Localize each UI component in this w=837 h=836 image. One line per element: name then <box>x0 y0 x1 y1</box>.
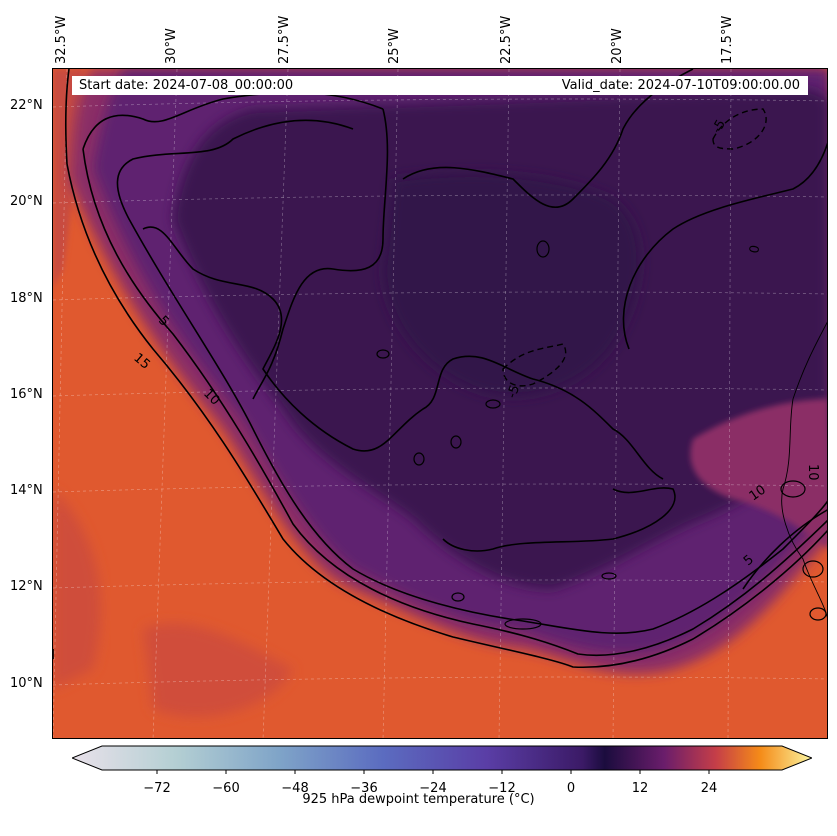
dewpoint-map: 15 10 5 0 -5 10 10 5 -5 <box>53 69 827 738</box>
contour-0-west <box>252 108 389 400</box>
colorbar-tick-label: 12 <box>631 781 649 796</box>
contour-0-north <box>402 69 694 209</box>
lon-label-25w: 25°W <box>387 28 402 64</box>
warm-patch <box>143 623 293 717</box>
map-panel: 15 10 5 0 -5 10 10 5 -5 <box>52 68 828 739</box>
lat-label-12n: 12°N <box>10 579 43 594</box>
lon-label-22-5w: 22.5°W <box>499 15 514 64</box>
colorbar-tick-label: −12 <box>488 781 516 796</box>
lon-label-20w: 20°W <box>610 28 625 64</box>
contour-blob <box>780 480 806 498</box>
colorbar <box>72 745 812 774</box>
lon-label-27-5w: 27.5°W <box>277 15 292 64</box>
east-warm-tongue <box>690 399 827 548</box>
colorbar-tick-marks <box>156 770 710 774</box>
coastline <box>781 321 827 619</box>
lon-label-17-5w: 17.5°W <box>720 15 735 64</box>
dry-core <box>383 173 641 397</box>
date-info-box: Start date: 2024-07-08_00:00:00 Valid_da… <box>72 76 808 95</box>
lat-label-18n: 18°N <box>10 291 43 306</box>
contour-blob <box>601 572 617 580</box>
contour-blob <box>485 399 501 409</box>
colorbar-tick-label: 0 <box>566 781 576 796</box>
start-date-label: Start date: 2024-07-08_00:00:00 <box>79 78 294 93</box>
colorbar-tick-label: 24 <box>700 781 718 796</box>
contour-label: 0 <box>747 244 763 255</box>
lon-label-30w: 30°W <box>164 28 179 64</box>
contour-5 <box>116 119 827 634</box>
colorbar-tick-label: −36 <box>350 781 378 796</box>
colorbar-tick-label: −72 <box>143 781 171 796</box>
contour-labels: 15 10 5 0 -5 10 10 5 -5 <box>130 117 820 569</box>
colorbar-tick-label: −24 <box>419 781 447 796</box>
warm-patch <box>53 489 101 689</box>
colorbar-tick-label: −48 <box>281 781 309 796</box>
contour-label: -5 <box>505 383 524 400</box>
lat-label-16n: 16°N <box>10 387 43 402</box>
lat-label-14n: 14°N <box>10 483 43 498</box>
contour-blob <box>376 349 390 359</box>
contour-blob <box>504 618 542 630</box>
colorbar-tick-label: −60 <box>212 781 240 796</box>
contour-0-inner <box>442 487 676 552</box>
graticule <box>53 69 827 738</box>
contour-15 <box>64 69 827 669</box>
colorbar-bar <box>72 745 812 771</box>
contour-blob <box>809 607 827 621</box>
contour-minus5-interior <box>502 343 567 387</box>
lat-label-22n: 22°N <box>10 98 43 113</box>
contour-blob <box>450 435 462 449</box>
contour-lines <box>53 69 827 669</box>
lon-label-32-5w: 32.5°W <box>54 15 69 64</box>
lat-label-10n: 10°N <box>10 676 43 691</box>
contour-label: 10 <box>805 464 820 481</box>
valid-date-label: Valid_date: 2024-07-10T09:00:00.00 <box>561 78 800 93</box>
contour-minus5-northeast <box>712 108 767 150</box>
contour-0-east <box>622 142 827 350</box>
contour-blob <box>451 592 465 602</box>
contour-blob <box>413 452 425 466</box>
contour-blob <box>536 240 550 258</box>
contour-blob <box>802 560 824 578</box>
colorbar-label: 925 hPa dewpoint temperature (°C) <box>302 792 535 807</box>
contour-0-south <box>142 226 664 480</box>
contour-0-coast <box>742 509 827 590</box>
lat-label-20n: 20°N <box>10 194 43 209</box>
